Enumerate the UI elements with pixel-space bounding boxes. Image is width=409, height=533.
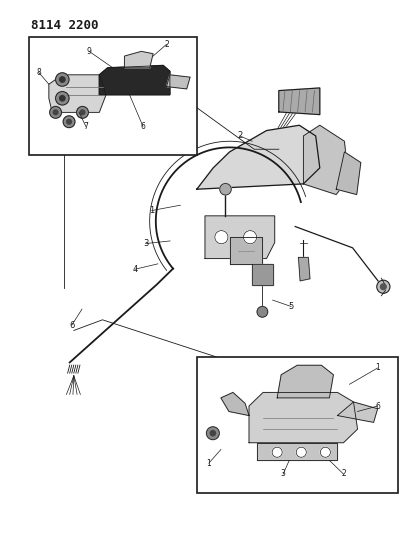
Text: 2: 2 bbox=[164, 40, 169, 49]
Text: 1: 1 bbox=[206, 458, 211, 467]
Text: 2: 2 bbox=[340, 470, 345, 479]
Circle shape bbox=[272, 447, 281, 457]
Text: 4: 4 bbox=[133, 265, 137, 273]
Polygon shape bbox=[204, 216, 274, 259]
Polygon shape bbox=[337, 402, 377, 422]
Circle shape bbox=[380, 284, 385, 289]
Circle shape bbox=[256, 306, 267, 317]
Circle shape bbox=[219, 183, 231, 195]
Text: 7: 7 bbox=[83, 122, 88, 131]
Polygon shape bbox=[303, 125, 348, 195]
Text: 1: 1 bbox=[374, 364, 379, 373]
Circle shape bbox=[59, 77, 65, 82]
Circle shape bbox=[206, 427, 219, 440]
Text: 1: 1 bbox=[149, 206, 154, 215]
Polygon shape bbox=[166, 75, 190, 89]
Polygon shape bbox=[220, 392, 248, 416]
Text: 5: 5 bbox=[288, 302, 293, 311]
Circle shape bbox=[53, 110, 58, 115]
Polygon shape bbox=[124, 51, 153, 68]
Circle shape bbox=[376, 280, 389, 293]
Circle shape bbox=[56, 92, 69, 105]
Text: 8114 2200: 8114 2200 bbox=[31, 19, 98, 31]
Circle shape bbox=[76, 107, 88, 118]
Polygon shape bbox=[335, 152, 360, 195]
Polygon shape bbox=[256, 443, 337, 461]
Circle shape bbox=[214, 231, 227, 244]
Polygon shape bbox=[49, 75, 106, 112]
Text: 9: 9 bbox=[87, 47, 92, 56]
Polygon shape bbox=[276, 365, 333, 398]
Circle shape bbox=[67, 119, 71, 124]
Polygon shape bbox=[99, 66, 169, 95]
Text: 2: 2 bbox=[237, 132, 242, 140]
Circle shape bbox=[59, 95, 65, 101]
Circle shape bbox=[56, 73, 69, 86]
Circle shape bbox=[210, 431, 215, 436]
Polygon shape bbox=[196, 125, 319, 189]
Polygon shape bbox=[298, 257, 309, 281]
Text: 6: 6 bbox=[140, 122, 145, 131]
Text: 6: 6 bbox=[374, 401, 379, 410]
Text: 3: 3 bbox=[280, 470, 285, 479]
Bar bbox=[196, 357, 397, 493]
Polygon shape bbox=[248, 392, 357, 443]
Circle shape bbox=[243, 231, 256, 244]
Circle shape bbox=[296, 447, 306, 457]
Polygon shape bbox=[229, 237, 262, 264]
Text: 3: 3 bbox=[142, 239, 148, 248]
Text: 8: 8 bbox=[36, 68, 41, 77]
Polygon shape bbox=[278, 88, 319, 115]
Bar bbox=[29, 37, 196, 155]
Circle shape bbox=[63, 116, 75, 127]
Polygon shape bbox=[252, 264, 272, 285]
Circle shape bbox=[49, 107, 61, 118]
Circle shape bbox=[80, 110, 85, 115]
Circle shape bbox=[319, 447, 330, 457]
Text: 6: 6 bbox=[69, 321, 74, 329]
